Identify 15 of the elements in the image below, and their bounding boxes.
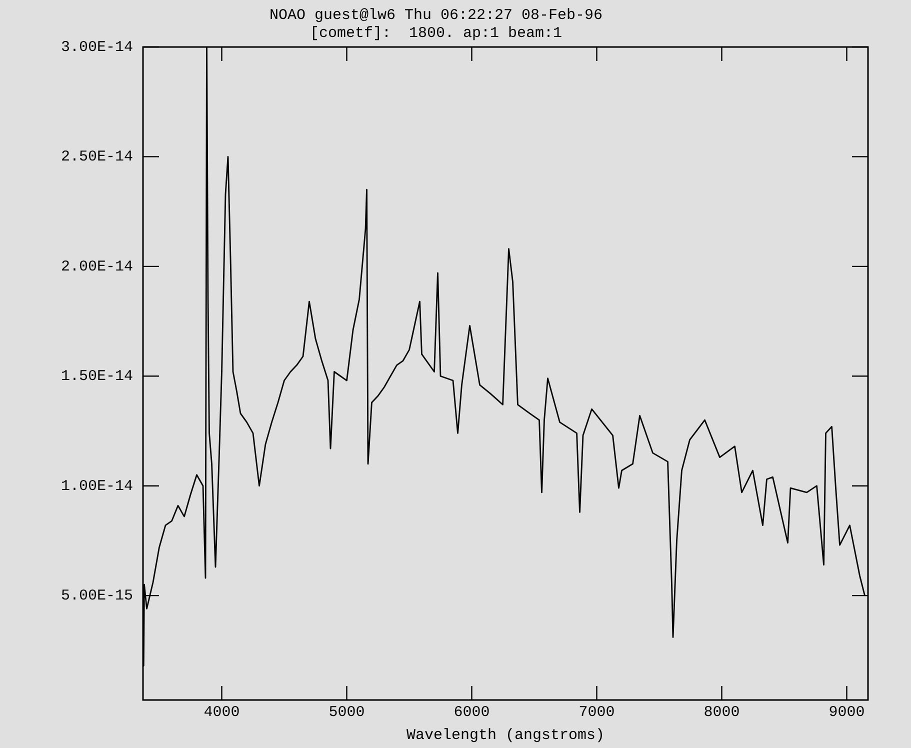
- y-tick-label: 1.00E-14: [60, 478, 133, 495]
- x-axis-title: Wavelength (angstroms): [406, 726, 605, 744]
- chart-subtitle: [cometf]: 1800. ap:1 beam:1: [310, 24, 562, 42]
- y-tick-label: 5.00E-15: [60, 588, 133, 605]
- x-tick-label: 8000: [704, 704, 740, 721]
- y-tick-label: 2.00E-14: [60, 258, 133, 276]
- x-tick-label: 7000: [578, 704, 615, 721]
- y-tick-label: 1.50E-14: [60, 368, 133, 386]
- y-tick-label: 3.00E-14: [60, 38, 133, 56]
- y-tick-label: 2.50E-14: [60, 148, 133, 166]
- x-tick-label: 5000: [328, 704, 365, 721]
- x-tick-label: 6000: [454, 704, 490, 721]
- chart-title: NOAO guest@lw6 Thu 06:22:27 08-Feb-96: [269, 6, 603, 24]
- x-tick-label: 9000: [828, 704, 865, 721]
- x-tick-label: 4000: [204, 704, 240, 721]
